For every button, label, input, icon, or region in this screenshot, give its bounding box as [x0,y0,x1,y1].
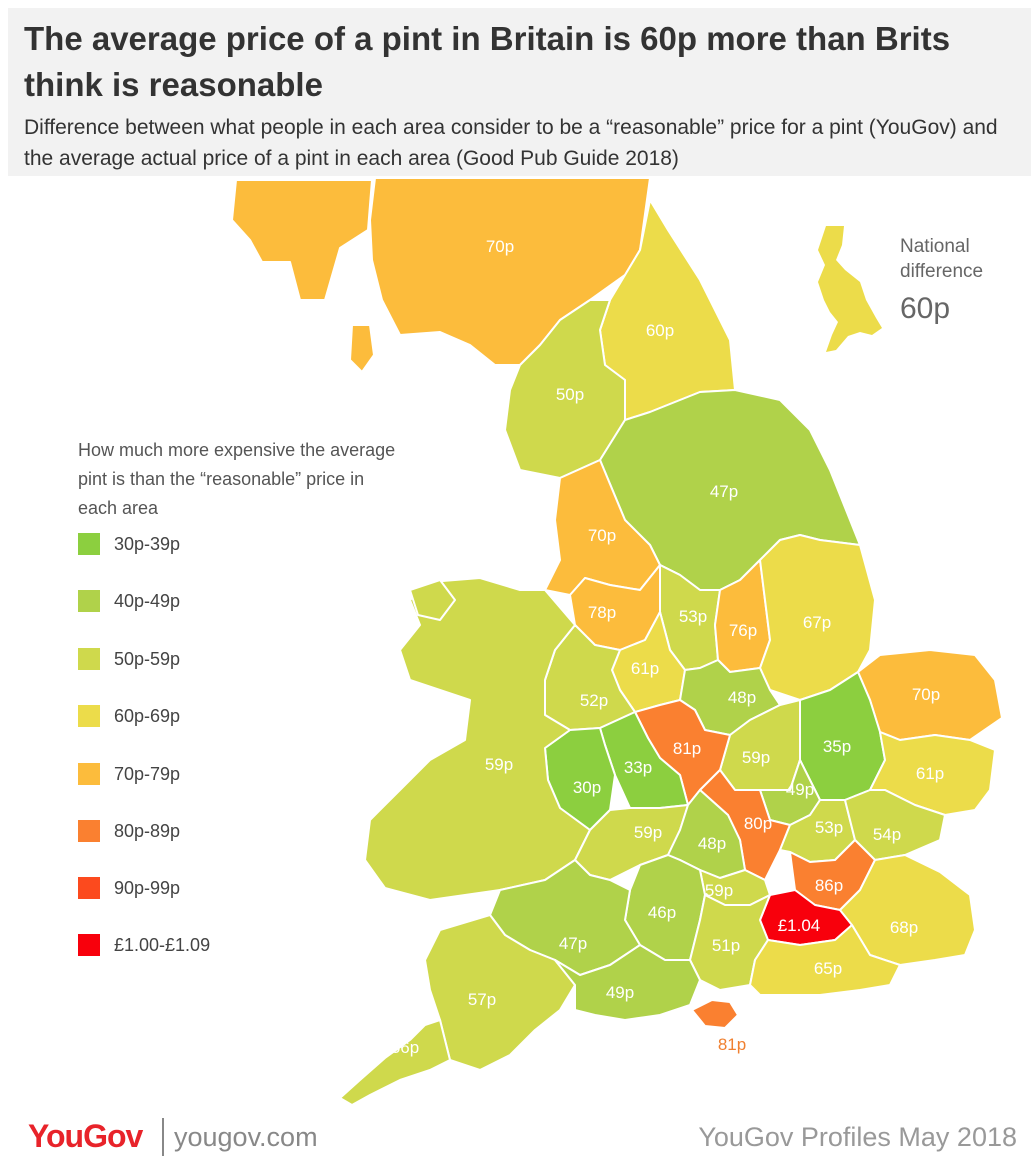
legend-label: 50p-59p [114,648,181,669]
yougov-logo: YouGov [28,1118,143,1154]
region-scotland-arran [349,324,375,373]
legend-item: 80p-89p [78,819,180,843]
legend-label: 40p-49p [114,590,181,611]
region-dorset [554,944,701,1021]
legend-label: £1.00-£1.09 [114,934,211,955]
region-label: 59p [634,823,662,842]
footer-divider [162,1118,164,1156]
legend-item: 90p-99p [78,876,180,900]
header-panel: The average price of a pint in Britain i… [8,8,1031,176]
region-label: 57p [468,990,496,1009]
legend-swatch [78,590,100,612]
page-title: The average price of a pint in Britain i… [24,20,951,103]
national-difference-label: National difference [900,236,984,282]
region-label: 52p [580,691,608,710]
region-label: 49p [606,983,634,1002]
region-sussex [749,924,901,996]
legend-title: How much more expensive the average pint… [78,440,396,518]
national-difference-panel: National difference 60p [900,234,1010,326]
legend-item: 40p-49p [78,589,180,613]
region-label: 61p [631,659,659,678]
region-cornwall [339,1019,451,1106]
legend-swatch [78,934,100,956]
legend-item: 30p-39p [78,532,180,556]
region-label: 59p [742,748,770,767]
region-label: 70p [588,526,616,545]
legend-label: 30p-39p [114,533,181,554]
region-label: 35p [823,737,851,756]
legend-swatch [78,533,100,555]
national-difference-value: 60p [900,292,951,325]
legend-item: £1.00-£1.09 [78,933,210,957]
legend-swatch [78,820,100,842]
region-label: 48p [728,688,756,707]
region-label: 53p [815,818,843,837]
legend-swatch [78,877,100,899]
region-label: 70p [912,685,940,704]
region-label: 53p [679,607,707,626]
region-label: 59p [485,755,513,774]
region-label: 46p [648,903,676,922]
region-isle-of-wight [691,999,739,1029]
region-anglesey [409,579,456,621]
legend-item: 70p-79p [78,762,180,786]
region-label: 60p [646,321,674,340]
legend-label: 90p-99p [114,877,181,898]
legend-swatch [78,705,100,727]
region-label: 49p [786,780,814,799]
region-label: 70p [486,237,514,256]
region-label: 65p [814,959,842,978]
legend-label: 60p-69p [114,705,181,726]
region-label: 68p [890,918,918,937]
region-label: 81p [673,739,701,758]
legend-item: 50p-59p [78,647,180,671]
legend-item: 60p-69p [78,704,180,728]
region-devon [424,914,576,1071]
region-label: 56p [391,1038,419,1057]
footer-credit: YouGov Profiles May 2018 [698,1122,1017,1152]
footer-url[interactable]: yougov.com [174,1122,318,1152]
page-subtitle: Difference between what people in each a… [24,116,998,170]
legend-label: 80p-89p [114,820,181,841]
legend-swatch [78,763,100,785]
legend-label: 70p-79p [114,763,181,784]
region-label: 78p [588,603,616,622]
national-inset-map [818,226,882,352]
region-label: 76p [729,621,757,640]
region-label: 48p [698,834,726,853]
legend-swatch [78,648,100,670]
region-label: 67p [803,613,831,632]
region-scotland-west-isles [231,179,373,301]
region-label: 80p [744,814,772,833]
region-label: 51p [712,936,740,955]
region-label: 50p [556,385,584,404]
region-label: 30p [573,778,601,797]
region-cumbria [504,299,626,479]
region-label: £1.04 [778,916,821,935]
region-label: 54p [873,825,901,844]
region-label: 59p [705,881,733,900]
region-label: 61p [916,764,944,783]
region-label: 81p [718,1035,746,1054]
region-label: 86p [815,876,843,895]
region-label: 47p [559,934,587,953]
region-wales [364,577,591,901]
region-label: 47p [710,482,738,501]
region-label: 33p [624,758,652,777]
